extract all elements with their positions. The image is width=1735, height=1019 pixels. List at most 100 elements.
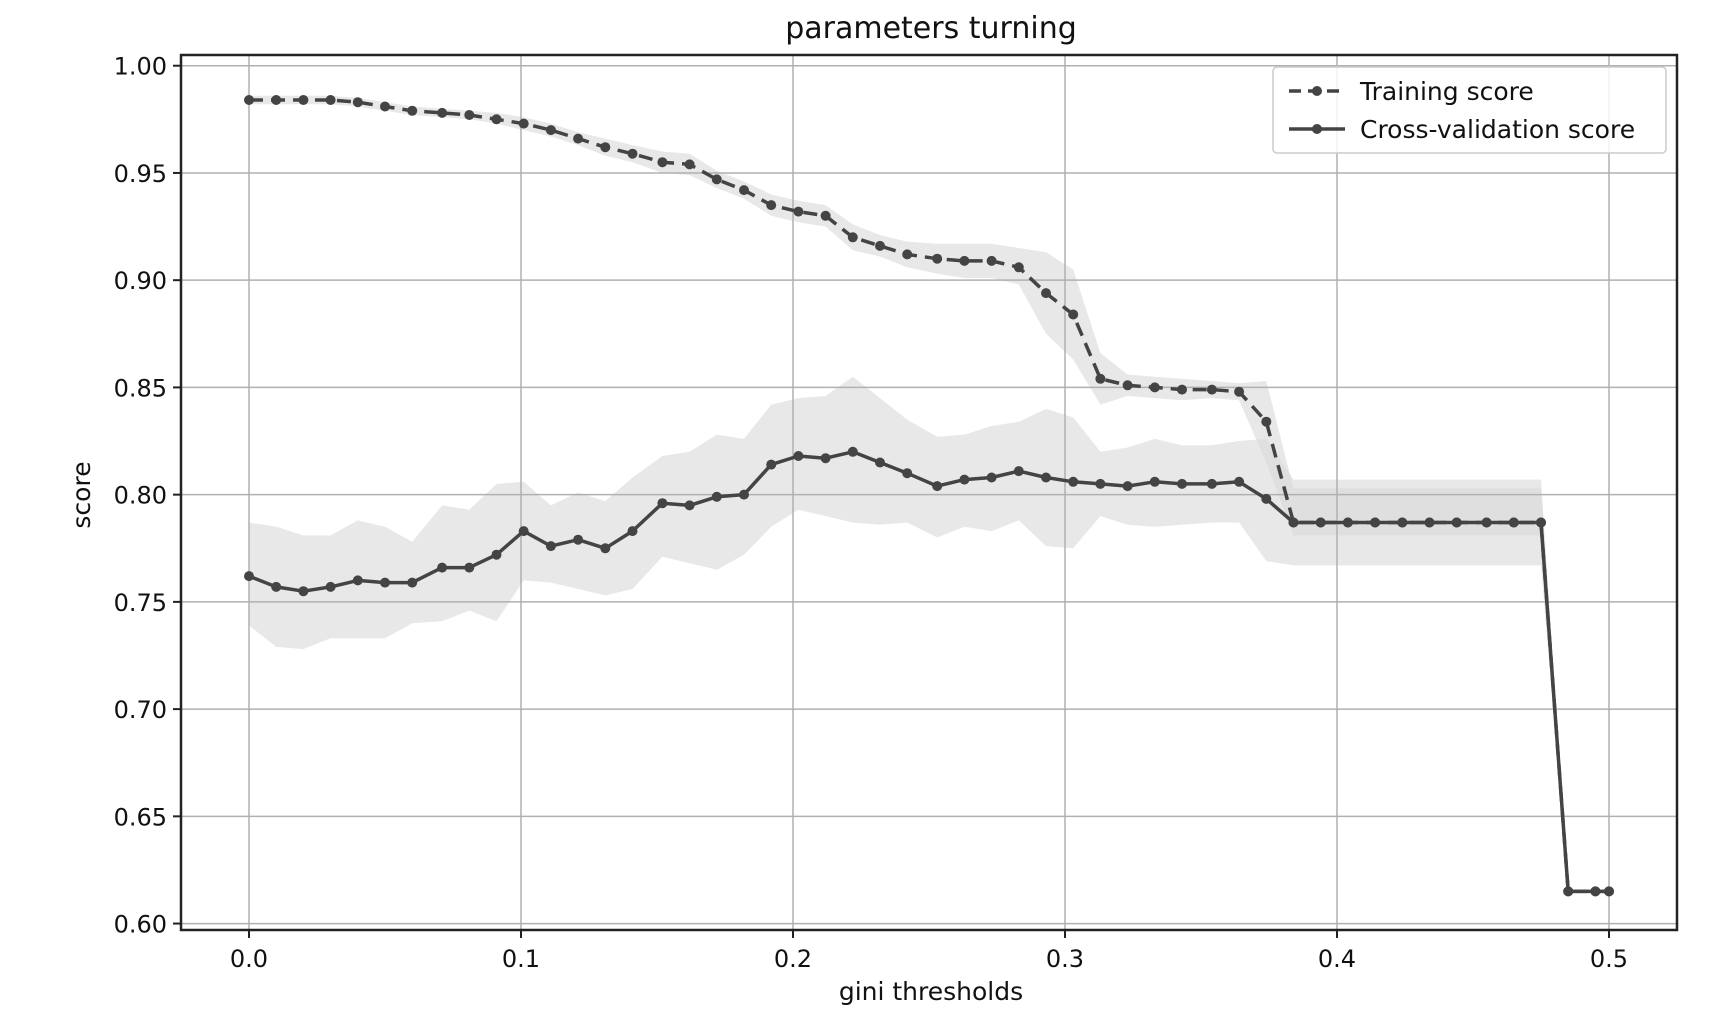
data-point-cross-validation <box>684 500 695 511</box>
data-point-cross-validation <box>793 451 804 461</box>
y-tick-label: 1.00 <box>114 53 167 81</box>
data-point-cross-validation <box>1206 478 1217 489</box>
data-point-training <box>352 97 363 108</box>
data-point-training <box>464 110 475 120</box>
data-point-training <box>1206 384 1217 395</box>
data-point-cross-validation <box>1288 517 1299 528</box>
data-point-training <box>657 157 668 168</box>
data-point-training <box>271 95 282 105</box>
data-point-training <box>875 240 885 251</box>
data-point-training <box>545 125 556 136</box>
data-point-training <box>573 133 584 144</box>
series-markers <box>244 95 1614 897</box>
data-point-cross-validation <box>711 491 722 502</box>
data-point-cross-validation <box>959 474 970 485</box>
legend-label-cv: Cross-validation score <box>1360 115 1635 144</box>
data-point-cross-validation <box>1177 478 1187 489</box>
data-point-training <box>1177 384 1187 395</box>
data-point-training <box>1013 262 1024 273</box>
data-point-training <box>325 95 336 105</box>
x-tick-label: 0.0 <box>230 945 268 973</box>
data-point-cross-validation <box>739 489 749 500</box>
x-tick-label: 0.2 <box>774 945 812 973</box>
data-point-training <box>1261 416 1272 427</box>
plot-frame <box>179 53 1679 932</box>
data-point-cross-validation <box>1481 517 1492 528</box>
data-point-cross-validation <box>325 581 336 592</box>
data-point-cross-validation <box>1041 472 1051 483</box>
data-point-training <box>820 210 831 221</box>
data-point-cross-validation <box>491 549 502 560</box>
data-point-cross-validation <box>1424 517 1435 528</box>
data-point-cross-validation <box>1604 886 1614 897</box>
data-point-training <box>1122 380 1133 391</box>
data-point-cross-validation <box>518 526 529 537</box>
data-point-cross-validation <box>1149 476 1160 487</box>
data-point-training <box>407 105 418 116</box>
data-point-cross-validation <box>657 498 668 509</box>
legend-box <box>1272 66 1667 154</box>
data-point-training <box>437 107 448 118</box>
data-point-cross-validation <box>986 472 997 483</box>
data-point-cross-validation <box>847 446 858 457</box>
data-point-training <box>1234 386 1245 397</box>
data-point-training <box>711 174 722 185</box>
data-point-cross-validation <box>902 468 913 479</box>
x-tick-label: 0.5 <box>1590 945 1628 973</box>
legend-marker-training <box>1312 86 1322 96</box>
data-point-cross-validation <box>1563 886 1574 897</box>
data-point-training <box>298 95 309 105</box>
y-tick-label: 0.60 <box>114 911 167 939</box>
data-point-training <box>600 142 611 153</box>
data-point-cross-validation <box>766 459 777 470</box>
data-point-cross-validation <box>600 543 611 554</box>
confidence-bands <box>249 95 1609 892</box>
data-point-cross-validation <box>1068 476 1079 487</box>
data-point-cross-validation <box>1451 517 1462 528</box>
x-tick-label: 0.4 <box>1318 945 1356 973</box>
data-point-cross-validation <box>1122 481 1133 492</box>
data-point-cross-validation <box>1095 478 1106 489</box>
chart-title: parameters turning <box>785 11 1077 46</box>
data-point-training <box>1068 309 1079 320</box>
data-point-cross-validation <box>380 577 390 588</box>
data-point-cross-validation <box>1536 517 1546 528</box>
data-point-training <box>986 255 997 266</box>
data-point-training <box>1041 288 1051 299</box>
data-point-cross-validation <box>820 453 831 464</box>
data-point-cross-validation <box>1315 517 1326 528</box>
data-point-training <box>491 114 502 125</box>
band-cross-validation <box>249 376 1609 892</box>
data-point-training <box>847 232 858 243</box>
x-axis-ticks: 0.0 0.1 0.2 0.3 0.4 0.5 <box>230 930 1628 973</box>
data-point-cross-validation <box>573 534 584 545</box>
data-point-cross-validation <box>545 541 556 552</box>
data-point-training <box>1149 382 1160 393</box>
data-point-training <box>902 249 913 260</box>
data-point-cross-validation <box>1013 466 1024 477</box>
data-point-cross-validation <box>352 575 363 586</box>
data-point-training <box>380 101 390 112</box>
data-point-training <box>793 206 804 217</box>
y-tick-label: 0.70 <box>114 696 167 724</box>
y-tick-label: 0.95 <box>114 160 167 188</box>
grid-lines <box>181 55 1677 930</box>
data-point-training <box>627 148 638 159</box>
y-tick-label: 0.80 <box>114 482 167 510</box>
y-tick-label: 0.85 <box>114 374 167 402</box>
data-point-training <box>739 185 749 196</box>
data-point-training <box>518 118 529 129</box>
y-tick-label: 0.75 <box>114 589 167 617</box>
legend-marker-cv <box>1312 124 1322 134</box>
data-point-cross-validation <box>407 577 418 588</box>
data-point-cross-validation <box>464 562 475 573</box>
data-point-training <box>932 253 943 264</box>
data-point-cross-validation <box>1590 886 1601 897</box>
data-point-cross-validation <box>244 571 254 582</box>
x-tick-label: 0.1 <box>502 945 540 973</box>
data-point-training <box>244 95 254 105</box>
data-point-cross-validation <box>1261 493 1272 504</box>
data-point-training <box>684 159 695 170</box>
